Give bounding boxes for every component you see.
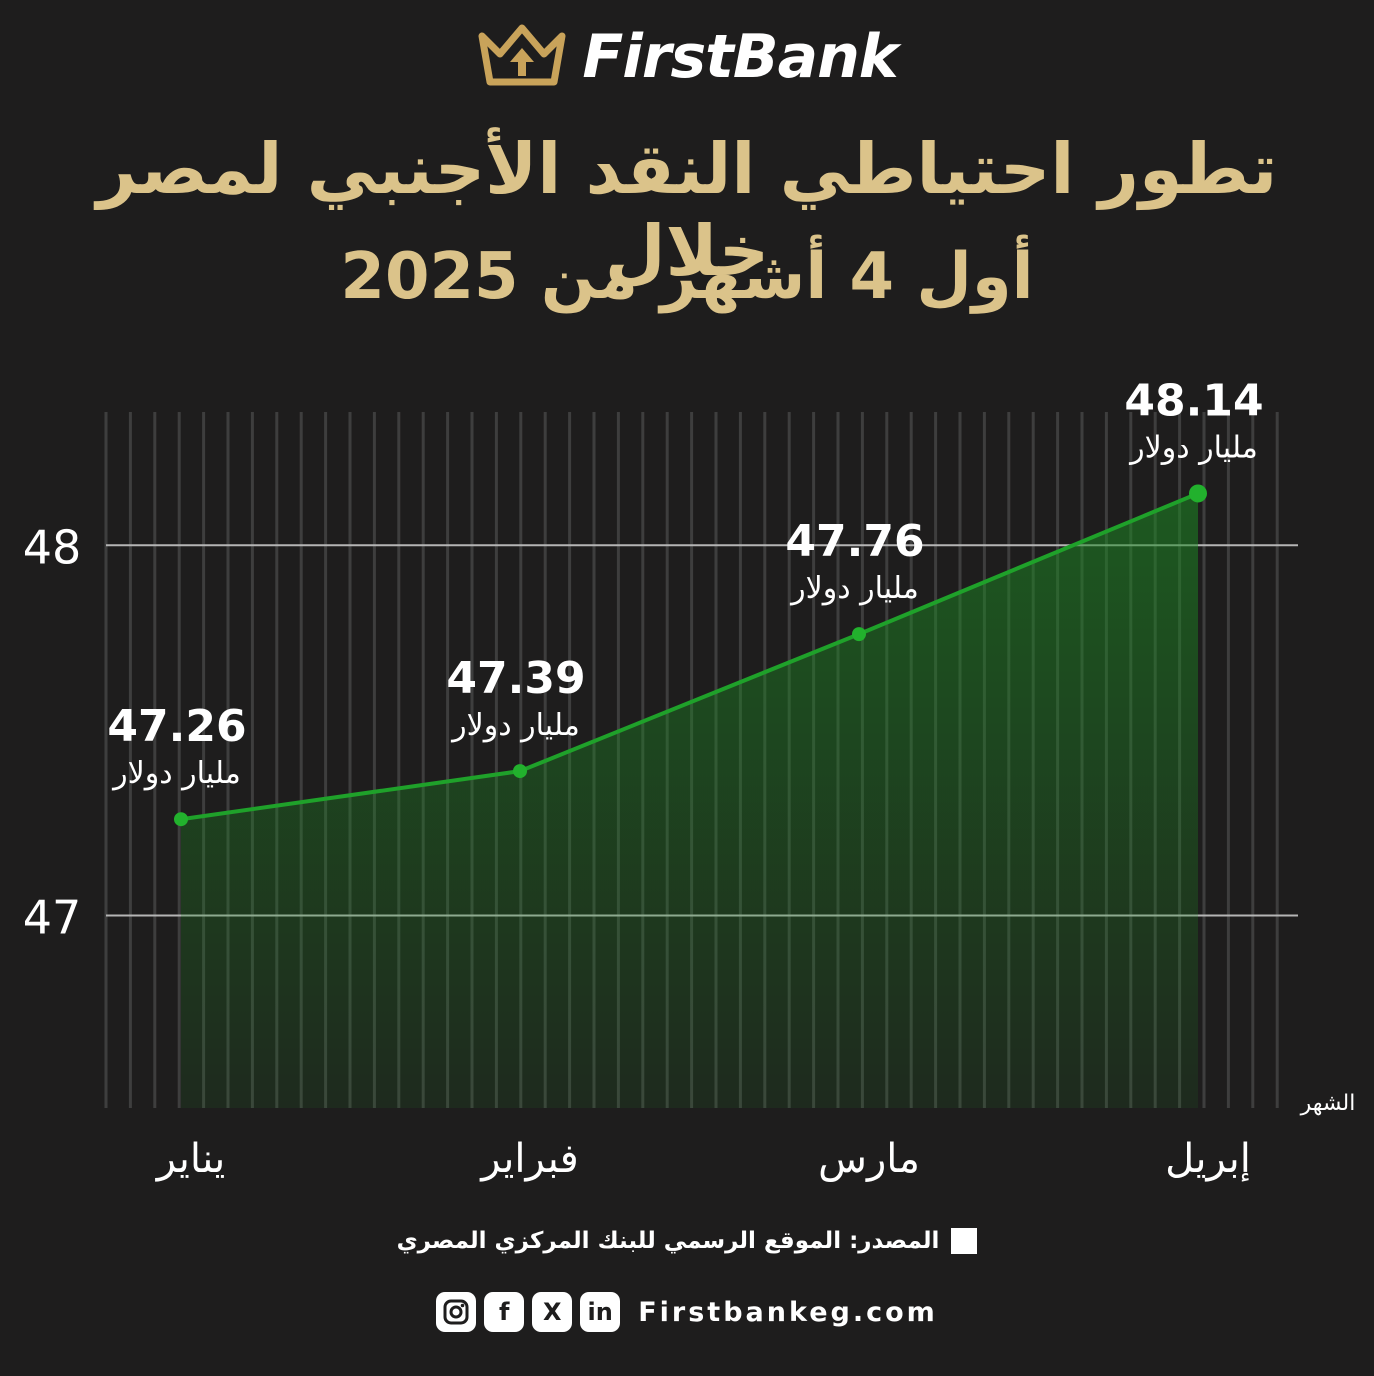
x-category-label: يناير	[155, 1136, 226, 1182]
x-icon[interactable]: X	[532, 1292, 573, 1332]
brand-name: FirstBank	[582, 22, 898, 92]
brand-logo: FirstBank	[0, 22, 1374, 92]
data-point	[852, 627, 866, 642]
footer: f X in Firstbankeg.com	[0, 1292, 1374, 1332]
data-unit-label: مليار دولار	[1128, 430, 1258, 465]
series-line	[180, 491, 1199, 822]
x-axis-title: الشهر	[1300, 1091, 1356, 1116]
data-value-label: 47.39	[446, 653, 585, 704]
data-value-label: 47.26	[107, 701, 246, 752]
chart-title-line-2: أول 4 أشهر من 2025	[340, 240, 1034, 314]
data-unit-label: مليار دولار	[450, 708, 580, 743]
instagram-icon[interactable]	[436, 1292, 477, 1332]
source-note: المصدر: الموقع الرسمي للبنك المركزي المص…	[0, 1228, 1374, 1254]
data-value-label: 47.76	[785, 516, 924, 567]
data-point	[513, 764, 527, 779]
data-unit-label: مليار دولار	[789, 571, 919, 606]
data-unit-label: مليار دولار	[111, 756, 241, 791]
website-link[interactable]: Firstbankeg.com	[638, 1296, 938, 1328]
area-fill	[181, 493, 1198, 1109]
data-point	[174, 812, 188, 827]
x-category-label: مارس	[818, 1136, 920, 1182]
facebook-icon[interactable]: f	[484, 1292, 525, 1332]
data-value-label: 48.14	[1124, 375, 1263, 426]
crown-icon	[478, 24, 566, 86]
y-tick-label: 47	[23, 890, 82, 944]
linkedin-icon[interactable]: in	[580, 1292, 621, 1332]
source-square-icon	[951, 1228, 978, 1254]
source-text: المصدر: الموقع الرسمي للبنك المركزي المص…	[396, 1228, 940, 1254]
data-point	[1189, 484, 1207, 503]
x-category-label: إبريل	[1165, 1136, 1251, 1182]
x-category-label: فبراير	[479, 1136, 579, 1182]
chart-title-line-1: تطور احتياطي النقد الأجنبي لمصر خلال	[96, 128, 1278, 292]
y-tick-label: 48	[23, 520, 82, 574]
